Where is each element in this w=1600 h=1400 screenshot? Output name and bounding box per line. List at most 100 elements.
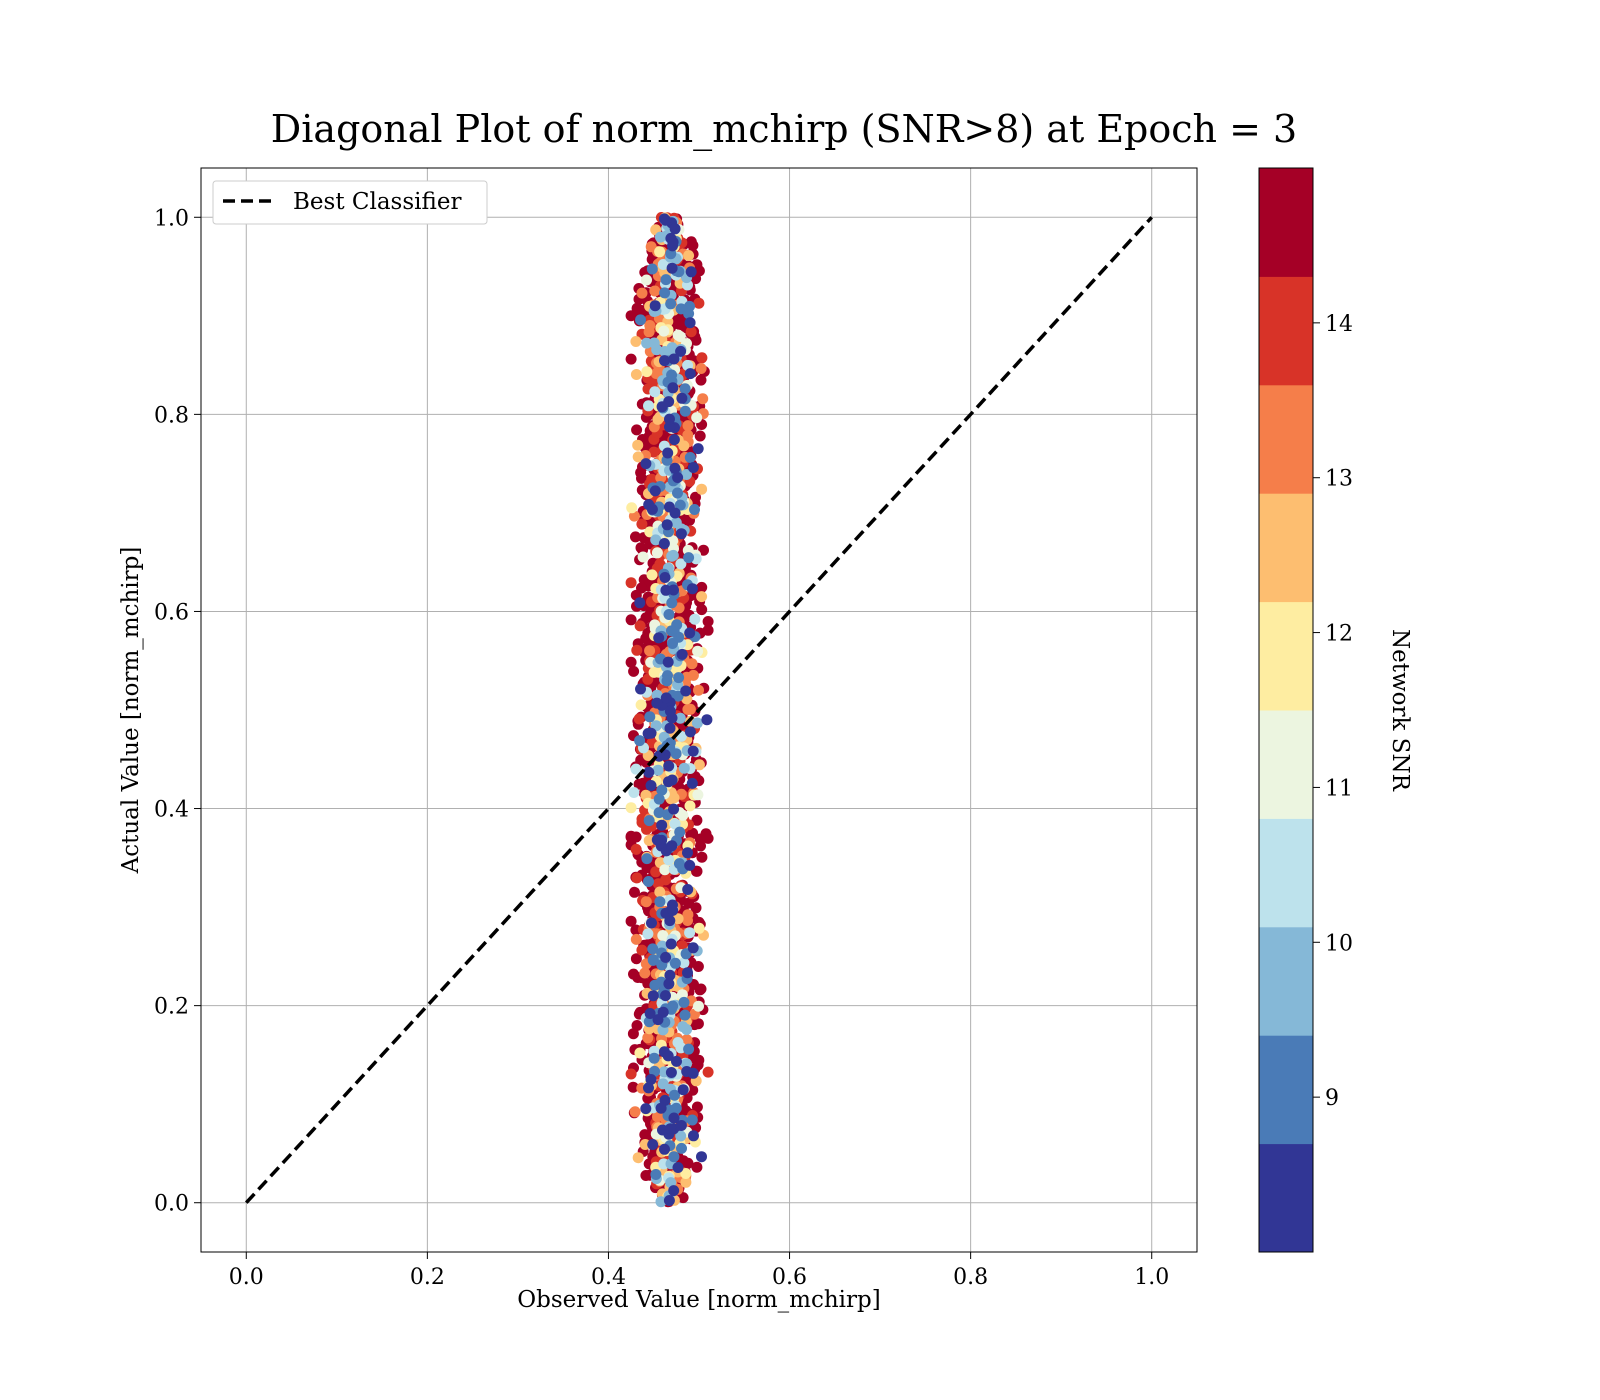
scatter-point <box>654 231 666 243</box>
scatter-point <box>643 326 655 338</box>
x-tick-label: 0.8 <box>953 1265 988 1290</box>
colorbar-frame <box>1258 167 1314 1253</box>
scatter-point <box>664 413 675 425</box>
scatter-point <box>684 627 696 639</box>
scatter-point <box>633 778 645 790</box>
scatter-point <box>692 645 704 657</box>
scatter-point <box>658 325 670 337</box>
scatter-point <box>637 551 649 563</box>
scatter-point <box>643 400 654 412</box>
scatter-point <box>653 750 665 762</box>
scatter-point <box>677 1084 689 1096</box>
colorbar: 9 10 11 12 13 14 <box>1258 167 1353 1253</box>
scatter-point <box>696 851 708 863</box>
scatter-point <box>625 802 637 814</box>
scatter-point <box>656 784 668 796</box>
scatter-point <box>627 1028 639 1040</box>
scatter-point <box>669 1089 680 1101</box>
scatter-point <box>665 298 677 310</box>
scatter-point <box>666 262 678 274</box>
scatter-point <box>696 483 708 495</box>
scatter-point <box>683 250 695 261</box>
scatter-point <box>696 1151 707 1163</box>
colorbar-ticks: 9 10 11 12 13 14 <box>1313 312 1353 1111</box>
scatter-point <box>632 451 644 463</box>
scatter-point <box>643 766 655 778</box>
scatter-point <box>693 1000 704 1012</box>
scatter-point <box>647 954 659 966</box>
x-tick-label: 0.0 <box>229 1265 264 1290</box>
scatter-point <box>635 542 647 554</box>
scatter-point <box>663 854 675 866</box>
scatter-point <box>655 1102 667 1114</box>
scatter-point <box>697 393 709 405</box>
scatter-point <box>651 547 663 559</box>
scatter-point <box>653 807 665 819</box>
scatter-point <box>665 1067 677 1078</box>
scatter-point <box>632 1152 644 1164</box>
scatter-point <box>667 382 679 394</box>
scatter-point <box>695 374 707 386</box>
scatter-point <box>643 1016 655 1028</box>
scatter-point <box>650 866 662 878</box>
scatter-point <box>691 412 703 424</box>
scatter-point <box>653 793 665 805</box>
scatter-point <box>642 928 654 940</box>
scatter-point <box>641 823 652 835</box>
scatter-point <box>687 827 699 839</box>
scatter-point <box>643 1082 654 1094</box>
scatter-point <box>681 1034 693 1046</box>
scatter-point <box>650 1169 662 1180</box>
scatter-point <box>643 835 655 846</box>
scatter-point <box>672 1037 684 1048</box>
scatter-point <box>647 1139 659 1150</box>
scatter-point <box>644 711 656 723</box>
scatter-point <box>631 644 643 656</box>
plot-frame <box>200 167 1198 1253</box>
scatter-point <box>675 528 687 540</box>
scatter-point <box>647 943 659 955</box>
scatter-point <box>684 726 696 738</box>
scatter-point <box>656 401 668 413</box>
scatter-point <box>636 287 648 299</box>
scatter-point <box>659 1143 670 1155</box>
scatter-point <box>645 780 657 791</box>
scatter-point <box>682 704 694 715</box>
scatter-point <box>692 443 704 455</box>
scatter-point <box>657 259 669 270</box>
scatter-point <box>649 485 661 497</box>
scatter-point <box>664 969 676 981</box>
scatter-point <box>644 645 656 657</box>
colorbar-tick-label: 14 <box>1325 312 1353 337</box>
y-tick-label: 0.6 <box>154 600 189 625</box>
scatter-point <box>636 944 648 956</box>
scatter-point <box>643 815 655 827</box>
scatter-point <box>631 302 643 314</box>
scatter-point <box>661 675 673 687</box>
scatter-point <box>679 405 691 417</box>
scatter-point <box>672 487 683 499</box>
scatter-point <box>654 886 666 898</box>
scatter-point <box>648 337 660 349</box>
colorbar-bin <box>1259 926 1313 1036</box>
scatter-point <box>664 421 675 433</box>
scatter-point <box>646 263 658 275</box>
scatter-point <box>625 915 637 927</box>
scatter-point <box>630 369 642 380</box>
scatter-point <box>630 531 641 543</box>
y-axis-ticks: 0.0 0.2 0.4 0.6 0.8 1.0 <box>154 206 201 1217</box>
scatter-point <box>668 1185 680 1197</box>
scatter-point <box>683 1043 695 1055</box>
scatter-point <box>680 1168 692 1179</box>
scatter-point <box>633 713 645 725</box>
scatter-point <box>669 223 681 235</box>
scatter-point <box>652 1111 663 1123</box>
scatter-point <box>674 499 686 511</box>
scatter-point <box>695 840 706 852</box>
scatter-point <box>668 584 679 596</box>
scatter-point <box>687 942 699 954</box>
scatter-point <box>672 913 684 925</box>
legend-label: Best Classifier <box>293 189 461 215</box>
scatter-point <box>664 705 676 717</box>
